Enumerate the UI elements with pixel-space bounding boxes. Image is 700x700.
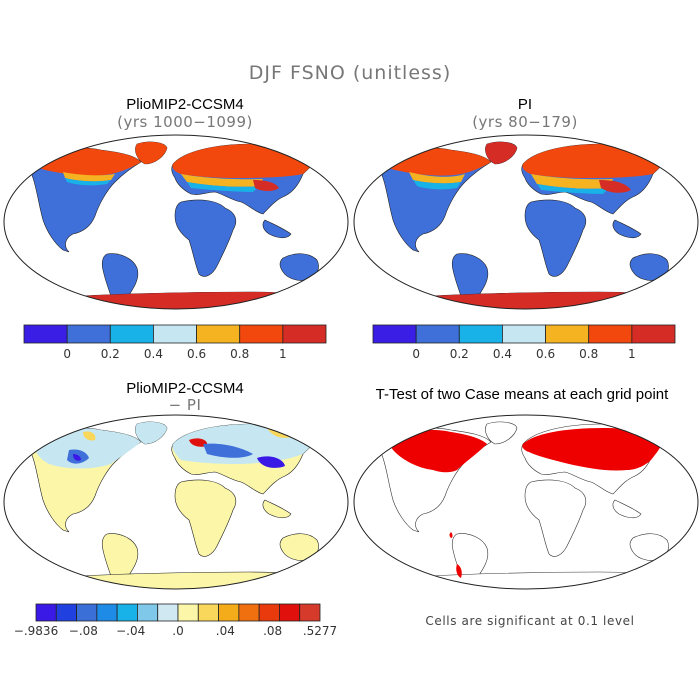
colorbar-swatch <box>239 324 284 344</box>
colorbar-swatch <box>631 324 676 344</box>
map-top-right <box>353 134 699 310</box>
colorbar-swatch <box>282 324 327 344</box>
colorbar-swatch <box>218 603 240 622</box>
colorbar-swatch <box>415 324 460 344</box>
colorbar-tick-label: 0.4 <box>143 347 163 361</box>
colorbar-tick-label: −.04 <box>116 624 146 638</box>
colorbar-swatch <box>96 603 118 622</box>
panel-title-bottom-left: PlioMIP2-CCSM4 <box>126 380 244 397</box>
panel-title-top-left: PlioMIP2-CCSM4 <box>126 96 244 113</box>
map-bottom-right <box>353 414 699 590</box>
colorbar-swatch <box>258 603 280 622</box>
colorbar-tick-label: 1 <box>628 347 636 361</box>
colorbar-swatch <box>23 324 68 344</box>
colorbar-top-right <box>372 324 676 344</box>
difference-region <box>32 421 316 469</box>
colorbar-tick-label: 0.6 <box>536 347 556 361</box>
colorbar-tick-label: .04 <box>215 624 235 638</box>
colorbar-tick-label: 0 <box>412 347 420 361</box>
map-border <box>3 414 349 590</box>
panel-title-bottom-right: T-Test of two Case means at each grid po… <box>375 386 669 403</box>
colorbar-tick-label: 1 <box>279 347 287 361</box>
colorbar-swatch <box>238 603 260 622</box>
colorbar-swatch <box>545 324 590 344</box>
colorbar-bottom-left <box>35 603 321 622</box>
colorbar-tick-label: 0.2 <box>100 347 120 361</box>
colorbar-tick-label: 0.4 <box>492 347 512 361</box>
colorbar-tick-label: .0 <box>172 624 184 638</box>
significance-note: Cells are significant at 0.1 level <box>425 614 635 628</box>
colorbar-swatch <box>372 324 417 344</box>
colorbar-tick-label: 0.8 <box>230 347 250 361</box>
colorbar-tick-label: 0.6 <box>187 347 207 361</box>
colorbar-swatch <box>196 324 241 344</box>
panel-subtitle-top-right: (yrs 80−179) <box>472 113 578 131</box>
colorbar-tick-label: .08 <box>263 624 283 638</box>
colorbar-swatch <box>66 324 111 344</box>
map-top-left <box>3 134 349 310</box>
colorbar-swatch <box>177 603 199 622</box>
map-border <box>353 414 699 590</box>
figure-title: DJF FSNO (unitless) <box>248 62 452 84</box>
colorbar-tick-label: .5277 <box>302 624 338 638</box>
panel-subtitle-bottom-left: − PI <box>168 396 202 414</box>
map-border <box>353 134 699 310</box>
colorbar-swatch <box>157 603 179 622</box>
colorbar-tick-label: 0.8 <box>579 347 599 361</box>
panel-subtitle-top-left: (yrs 1000−1099) <box>117 113 253 131</box>
colorbar-swatch <box>458 324 503 344</box>
significant-cells <box>389 428 663 578</box>
colorbar-swatch <box>197 603 219 622</box>
colorbar-swatch <box>109 324 154 344</box>
colorbar-swatch <box>35 603 57 622</box>
colorbar-tick-label: −.9836 <box>13 624 59 638</box>
colorbar-swatch <box>116 603 138 622</box>
panel-title-top-right: PI <box>517 96 533 113</box>
colorbar-tick-label: 0 <box>63 347 71 361</box>
colorbar-top-left <box>23 324 327 344</box>
colorbar-swatch <box>502 324 546 344</box>
map-border <box>3 134 349 310</box>
colorbar-swatch <box>299 603 321 622</box>
colorbar-swatch <box>279 603 301 622</box>
colorbar-swatch <box>137 603 159 622</box>
map-bottom-left <box>3 414 349 590</box>
colorbar-swatch <box>153 324 197 344</box>
colorbar-tick-label: 0.2 <box>449 347 469 361</box>
colorbar-swatch <box>76 603 98 622</box>
colorbar-tick-label: −.08 <box>68 624 98 638</box>
colorbar-swatch <box>588 324 633 344</box>
colorbar-swatch <box>55 603 77 622</box>
